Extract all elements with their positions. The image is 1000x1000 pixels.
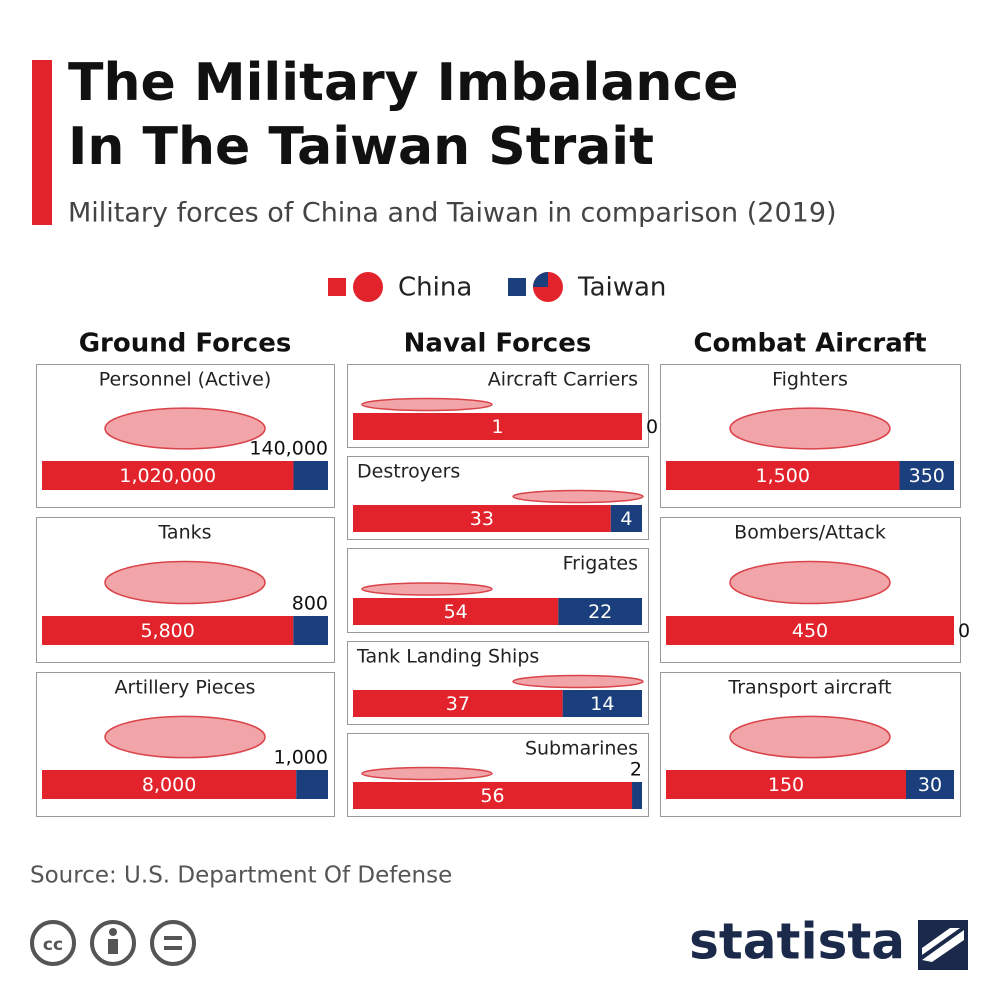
panel-label: Fighters — [772, 369, 848, 391]
brand: statista — [689, 913, 905, 971]
value-label: 30 — [918, 774, 942, 796]
panel-label: Artillery Pieces — [115, 677, 256, 699]
icon — [729, 715, 891, 759]
value-label: 8,000 — [142, 774, 196, 796]
bar-china — [666, 616, 954, 645]
icon — [104, 407, 266, 450]
legend-label: China — [398, 273, 472, 303]
bar-taiwan — [296, 770, 328, 799]
panel-label: Bombers/Attack — [734, 522, 886, 544]
license-icons: cc — [30, 920, 196, 966]
value-label: 450 — [792, 620, 828, 642]
brand-logo — [918, 920, 968, 970]
bar-taiwan — [293, 461, 328, 490]
value-label: 5,800 — [140, 620, 194, 642]
value-label: 56 — [480, 785, 504, 807]
bar-china — [42, 616, 294, 645]
value-label: 140,000 — [249, 438, 328, 460]
panel-label: Transport aircraft — [727, 677, 891, 699]
legend-flag — [353, 272, 383, 302]
bar-taiwan — [610, 505, 642, 532]
panel-label: Destroyers — [357, 461, 460, 483]
bar-china — [42, 461, 294, 490]
value-label: 800 — [292, 593, 328, 615]
panel-label: Submarines — [525, 738, 638, 760]
subtitle: Military forces of China and Taiwan in c… — [68, 198, 837, 229]
legend-flag — [533, 272, 548, 287]
icon — [361, 582, 493, 596]
bar-china — [353, 505, 611, 532]
accent-bar — [32, 60, 52, 225]
bar-china — [353, 413, 642, 440]
legend-label: Taiwan — [577, 273, 666, 303]
value-label: 1 — [491, 416, 503, 438]
section-title: Naval Forces — [404, 329, 592, 359]
icon — [361, 397, 493, 412]
bar-taiwan — [293, 616, 328, 645]
bar-taiwan — [562, 690, 642, 717]
value-label: 2 — [630, 759, 642, 781]
bar-china — [666, 770, 906, 799]
source: Source: U.S. Department Of Defense — [30, 863, 452, 889]
bar-china — [353, 782, 633, 809]
bar-taiwan — [632, 782, 642, 809]
icon — [361, 766, 493, 781]
value-label: 1,000 — [274, 747, 328, 769]
panel-label: Personnel (Active) — [99, 369, 272, 391]
bar-china — [353, 598, 559, 625]
title-line: The Military Imbalance — [68, 53, 739, 113]
panel-label: Aircraft Carriers — [488, 369, 638, 391]
icon — [729, 560, 891, 605]
section-title: Combat Aircraft — [693, 329, 926, 359]
icon — [104, 560, 266, 605]
value-label: 22 — [588, 601, 612, 623]
value-label: 54 — [444, 601, 468, 623]
bar-china — [353, 690, 563, 717]
bar-taiwan — [899, 461, 954, 490]
icon — [729, 407, 891, 450]
value-label: 33 — [470, 508, 494, 530]
panel-label: Tanks — [157, 522, 211, 544]
icon — [512, 489, 644, 504]
icon — [104, 715, 266, 759]
bar-china — [666, 461, 900, 490]
value-label: 150 — [768, 774, 804, 796]
panel-label: Tank Landing Ships — [356, 646, 539, 668]
value-label: 0 — [958, 620, 970, 642]
panel-label: Frigates — [563, 553, 638, 575]
value-label: 14 — [590, 693, 614, 715]
svg-text:cc: cc — [43, 935, 63, 955]
bar-taiwan — [906, 770, 954, 799]
icon — [512, 674, 644, 689]
title-line: In The Taiwan Strait — [68, 117, 654, 177]
value-label: 4 — [620, 508, 632, 530]
value-label: 1,500 — [756, 465, 810, 487]
legend-swatch — [328, 278, 346, 296]
value-label: 1,020,000 — [119, 465, 216, 487]
bar-taiwan — [558, 598, 642, 625]
section-title: Ground Forces — [79, 329, 292, 359]
value-label: 37 — [446, 693, 470, 715]
legend-swatch — [508, 278, 526, 296]
value-label: 0 — [646, 416, 658, 438]
bar-china — [42, 770, 297, 799]
value-label: 350 — [909, 465, 945, 487]
